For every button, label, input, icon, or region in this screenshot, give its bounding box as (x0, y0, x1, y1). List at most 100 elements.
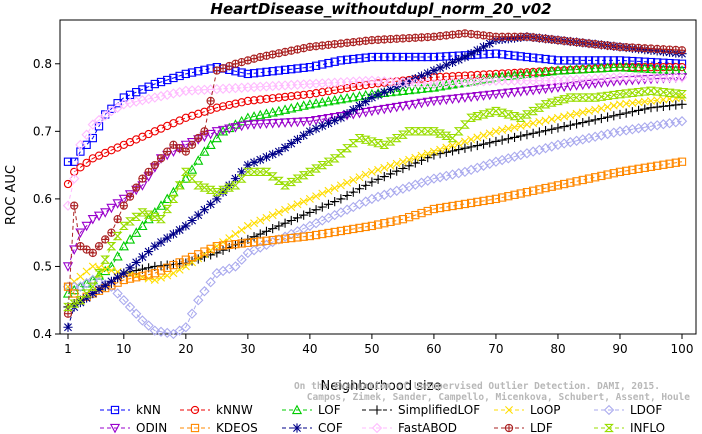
data-point-loop (485, 129, 494, 138)
data-point-knn (560, 56, 569, 65)
data-point-inflo (156, 215, 166, 224)
data-point-knn (516, 52, 525, 61)
data-point-loop (423, 149, 432, 158)
data-point-odin (366, 106, 378, 117)
legend-label: ODIN (136, 421, 167, 434)
data-point-inflo (280, 181, 290, 190)
data-point-knn (404, 52, 414, 62)
data-point-inflo (373, 139, 384, 148)
data-point-cof (466, 49, 476, 59)
data-point-knnw (256, 95, 265, 104)
data-point-knn (274, 66, 284, 75)
data-point-lof (577, 63, 588, 74)
data-point-kdeos (144, 270, 153, 279)
data-point-loop (609, 101, 618, 110)
data-point-lof (627, 62, 638, 72)
x-tick-label: 30 (240, 342, 255, 356)
legend-marker-loop (505, 406, 513, 414)
data-point-kdeos (194, 250, 203, 259)
data-point-fastabod (149, 92, 161, 103)
data-point-odin (552, 83, 564, 93)
series-ldf (63, 29, 687, 318)
legend-label: kNNW (216, 403, 253, 417)
series-layer (62, 29, 688, 340)
y-tick-label: 0.5 (33, 259, 52, 273)
data-point-loop (324, 186, 333, 195)
data-point-ldof (515, 149, 526, 161)
data-point-lof (583, 63, 595, 73)
data-point-cof (292, 134, 303, 145)
data-point-loop (442, 143, 451, 152)
data-point-odin (515, 87, 526, 97)
data-point-knnw (63, 179, 73, 189)
data-point-ldof (596, 130, 607, 141)
data-point-simplifiedlof (652, 102, 662, 112)
data-point-knn (541, 54, 550, 64)
data-point-cof (435, 63, 445, 73)
data-point-ldof (174, 325, 185, 336)
data-point-inflo (193, 181, 204, 190)
data-point-cof (280, 142, 290, 153)
data-point-lof (515, 69, 526, 79)
data-point-odin (583, 79, 595, 90)
data-point-odin (403, 100, 415, 111)
data-point-inflo (149, 212, 160, 222)
data-point-odin (224, 124, 235, 134)
data-point-knnw (287, 92, 296, 101)
data-point-kdeos (349, 224, 358, 234)
data-point-cof (286, 138, 296, 149)
data-point-kdeos (404, 212, 414, 222)
data-point-knnw (237, 98, 246, 107)
data-point-ldof (193, 295, 204, 306)
data-point-ldof (112, 288, 123, 299)
data-point-lof (292, 101, 303, 112)
data-point-cof (373, 90, 383, 100)
data-point-knn (336, 56, 346, 65)
data-point-cof (385, 84, 396, 95)
data-point-loop (330, 184, 339, 193)
data-point-cof (137, 252, 148, 262)
data-point-kdeos (572, 177, 581, 186)
data-point-loop (405, 155, 414, 164)
data-point-lof (180, 173, 191, 183)
data-point-cof (94, 284, 104, 295)
data-point-knn (187, 68, 197, 77)
data-point-loop (417, 151, 426, 160)
y-tick-label: 0.7 (33, 124, 52, 138)
data-point-ldf (169, 140, 178, 149)
data-point-knnw (262, 94, 271, 104)
legend-label: LDOF (630, 403, 662, 417)
data-point-loop (287, 203, 296, 211)
data-point-cof (75, 297, 86, 308)
data-point-ldf (163, 147, 172, 156)
data-point-lof (509, 69, 520, 80)
data-point-cof (249, 157, 259, 168)
data-point-inflo (410, 127, 421, 136)
data-point-lof (205, 139, 216, 149)
data-point-kdeos (336, 226, 346, 236)
data-point-cof (243, 160, 253, 170)
data-point-ldf (138, 174, 147, 183)
data-point-kdeos (529, 186, 538, 195)
data-point-knnw (479, 70, 488, 79)
data-point-ldof (230, 261, 241, 272)
data-point-inflo (242, 167, 253, 177)
data-point-ldf (94, 242, 104, 251)
data-point-lof (273, 105, 284, 116)
data-point-ldf (150, 160, 159, 170)
data-point-inflo (180, 167, 191, 177)
data-point-odin (658, 74, 669, 84)
data-point-simplifiedlof (305, 207, 315, 217)
data-point-inflo (317, 160, 328, 170)
data-point-cof (485, 38, 495, 49)
data-point-cof (224, 180, 234, 190)
data-point-cof (175, 225, 185, 235)
data-point-kdeos (138, 271, 147, 281)
data-point-loop (380, 163, 389, 172)
data-point-ldof (527, 146, 539, 157)
data-point-cof (150, 241, 160, 251)
data-point-simplifiedlof (602, 112, 613, 122)
data-point-lof (490, 71, 502, 82)
data-point-inflo (118, 221, 129, 231)
data-point-simplifiedlof (596, 113, 606, 124)
